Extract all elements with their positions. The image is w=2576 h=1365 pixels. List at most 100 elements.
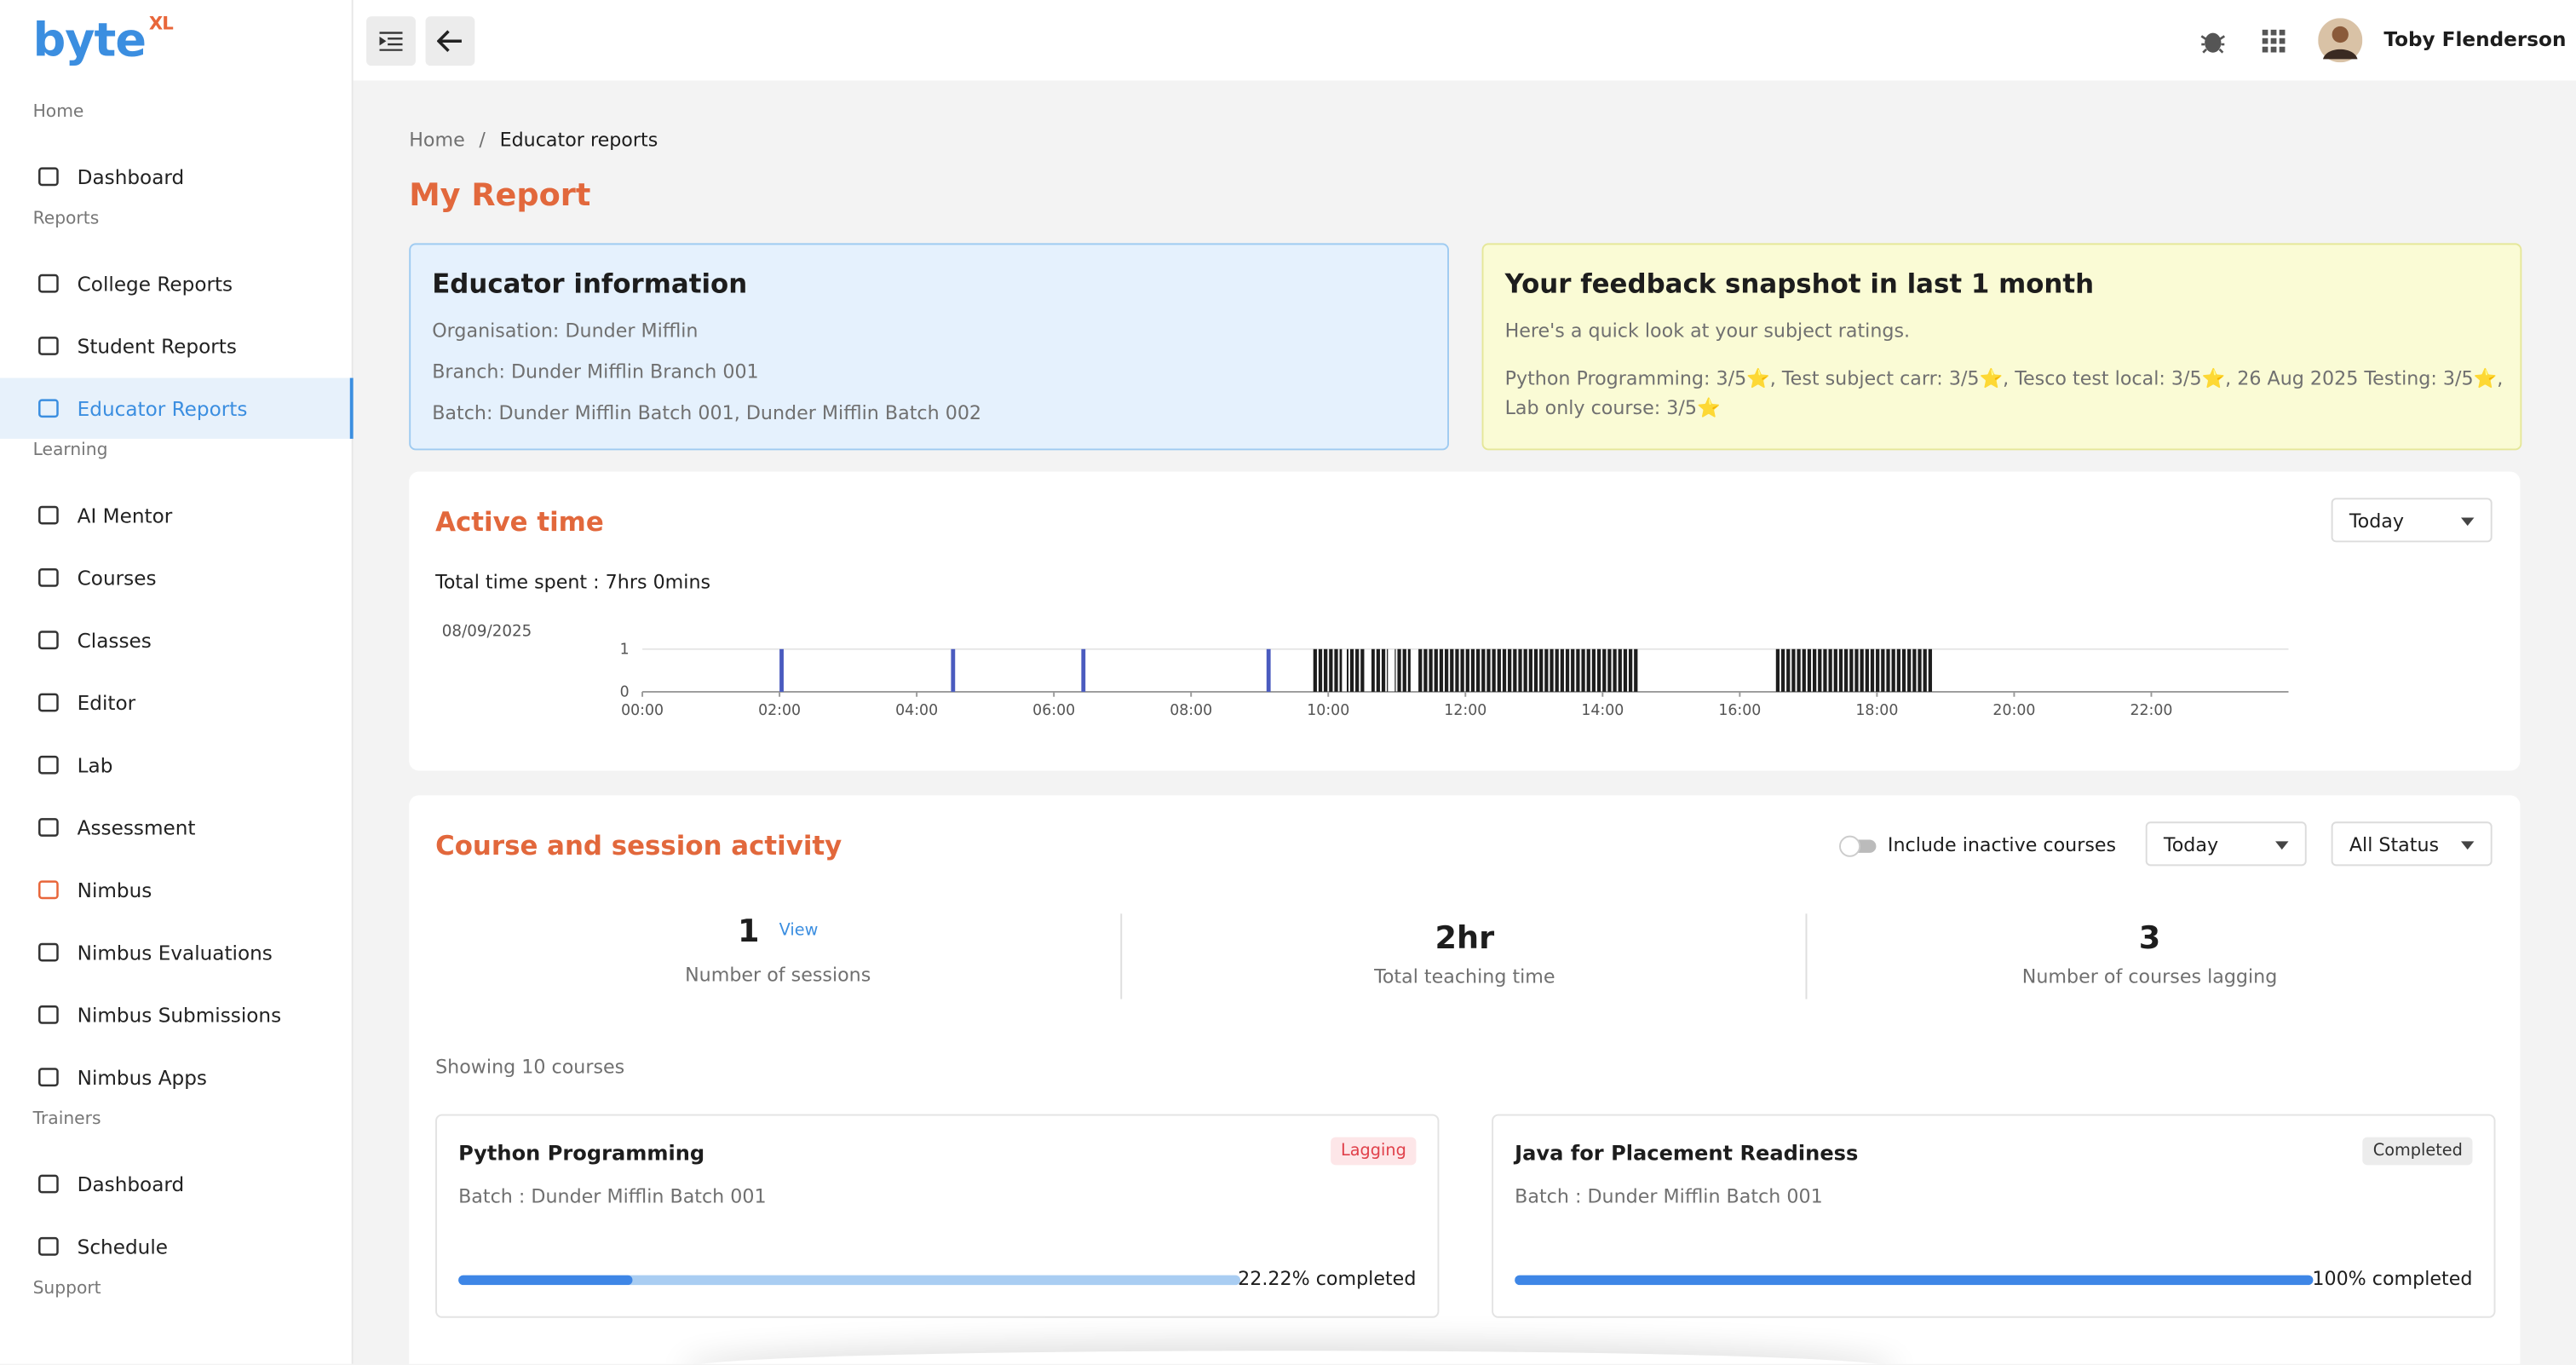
icon-shape bbox=[38, 755, 59, 775]
card-title: Educator information bbox=[432, 268, 748, 299]
x-tick-label: 20:00 bbox=[1992, 702, 2035, 719]
nav-label: Schedule bbox=[77, 1235, 169, 1258]
icon bbox=[436, 30, 462, 53]
nav-label: Nimbus bbox=[77, 878, 152, 901]
activity-bar bbox=[779, 648, 784, 692]
user-name[interactable]: Toby Flenderson bbox=[2383, 27, 2567, 51]
status-badge: Completed bbox=[2363, 1137, 2473, 1166]
stat: 2hr Total teaching time bbox=[1120, 913, 1807, 999]
icon-shape bbox=[38, 693, 59, 712]
nav-item[interactable]: Editor bbox=[0, 672, 352, 733]
nav-label: Dashboard bbox=[77, 164, 185, 188]
nav-icon bbox=[38, 1174, 59, 1194]
icon-shape bbox=[38, 942, 59, 962]
nav-label: Lab bbox=[77, 753, 113, 777]
toggle[interactable] bbox=[1838, 835, 1877, 858]
chart-date: 08/09/2025 bbox=[442, 622, 532, 640]
course-card[interactable]: Python Programming Lagging Batch : Dunder … bbox=[435, 1114, 1440, 1318]
nav-label: Nimbus Apps bbox=[77, 1065, 207, 1089]
bug-icon[interactable] bbox=[2199, 26, 2226, 55]
icon-shape bbox=[38, 167, 59, 187]
activity-bar bbox=[1417, 648, 1639, 692]
nav-item[interactable]: Courses bbox=[0, 547, 352, 608]
logo-sup: XL bbox=[148, 13, 174, 35]
nav-icon bbox=[38, 567, 59, 587]
nav-icon bbox=[38, 818, 59, 837]
section-title: Trainers bbox=[32, 1109, 101, 1129]
course-batch: Batch : Dunder Mifflin Batch 001 bbox=[458, 1184, 767, 1208]
breadcrumb-home[interactable]: Home bbox=[409, 128, 465, 152]
period-select[interactable]: Today bbox=[2331, 498, 2493, 543]
back-button[interactable] bbox=[425, 16, 475, 66]
stat-label: Total teaching time bbox=[1374, 965, 1555, 988]
nav-label: Educator Reports bbox=[77, 396, 248, 420]
icon-shape bbox=[38, 1005, 59, 1024]
card-subtitle: Here's a quick look at your subject rati… bbox=[1504, 319, 1911, 343]
nav-item[interactable]: Nimbus bbox=[0, 860, 352, 920]
panel-title: Course and session activity bbox=[435, 829, 842, 861]
page-title: My Report bbox=[409, 177, 591, 214]
progress-fill bbox=[458, 1275, 633, 1286]
breadcrumb-separator: / bbox=[479, 128, 486, 152]
nav-item[interactable]: Nimbus Submissions bbox=[0, 984, 352, 1045]
activity-bar bbox=[1371, 648, 1389, 692]
stat-label: Number of courses lagging bbox=[2021, 965, 2278, 988]
stat-link[interactable]: View bbox=[779, 921, 819, 941]
logo[interactable]: byte XL bbox=[33, 13, 174, 67]
apps-icon[interactable] bbox=[2262, 29, 2286, 53]
period-select[interactable]: Today bbox=[2145, 821, 2307, 867]
breadcrumb-current: Educator reports bbox=[499, 128, 658, 152]
menu-toggle[interactable] bbox=[366, 16, 416, 66]
nav-item[interactable]: Student Reports bbox=[0, 315, 352, 376]
status-select[interactable]: All Status bbox=[2331, 821, 2493, 867]
nav-item[interactable]: Schedule bbox=[0, 1216, 352, 1276]
nav-icon bbox=[38, 399, 59, 418]
course-batch: Batch : Dunder Mifflin Batch 001 bbox=[1515, 1184, 1823, 1208]
progress-label: 22.22% completed bbox=[1238, 1266, 1417, 1290]
nav-label: Nimbus Evaluations bbox=[77, 941, 273, 965]
active-time-panel: Active time Today Total time spent : 7hr… bbox=[409, 471, 2521, 771]
nav-icon bbox=[38, 631, 59, 650]
activity-bar bbox=[1081, 648, 1086, 692]
nav-item[interactable]: Nimbus Apps bbox=[0, 1046, 352, 1107]
nav-label: Assessment bbox=[77, 815, 196, 839]
x-tick-label: 16:00 bbox=[1718, 702, 1761, 719]
x-tick-label: 18:00 bbox=[1855, 702, 1898, 719]
nav-icon bbox=[38, 274, 59, 293]
sidebar: byte XL Home Dashboard Reports College Repor… bbox=[0, 0, 354, 1364]
breadcrumb: Home / Educator reports bbox=[409, 128, 658, 151]
activity-chart: 08/09/2025 0 1 00:00 02:00 04:00 06:00 08:00 10:… bbox=[442, 622, 2289, 719]
nav-item[interactable]: Classes bbox=[0, 609, 352, 670]
icon-shape bbox=[38, 1068, 59, 1087]
stat: 1 View Number of sessions bbox=[435, 913, 1120, 999]
activity-bar bbox=[1346, 648, 1365, 692]
nav-item[interactable]: AI Mentor bbox=[0, 485, 352, 545]
nav-item[interactable]: Dashboard bbox=[0, 1154, 352, 1214]
stat-label: Number of sessions bbox=[685, 963, 871, 987]
x-tick-label: 22:00 bbox=[2130, 702, 2172, 719]
course-list: Python Programming Lagging Batch : Dunder … bbox=[435, 1114, 2496, 1318]
nav-item[interactable]: Assessment bbox=[0, 797, 352, 857]
toggle-label[interactable]: Include inactive courses bbox=[1887, 832, 2117, 856]
icon-shape bbox=[38, 337, 59, 355]
progress-track bbox=[458, 1275, 1241, 1286]
stat-value-row: 3 bbox=[1807, 920, 2492, 956]
nav-item[interactable]: Dashboard bbox=[0, 147, 352, 207]
nav-item[interactable]: Nimbus Evaluations bbox=[0, 922, 352, 982]
nav-item[interactable]: College Reports bbox=[0, 253, 352, 314]
section-title: Reports bbox=[32, 208, 100, 229]
section-title: Learning bbox=[32, 440, 108, 460]
activity-bar bbox=[1775, 648, 1933, 692]
nav-icon bbox=[38, 167, 59, 187]
avatar[interactable] bbox=[2318, 18, 2363, 63]
nav-item[interactable]: Educator Reports bbox=[0, 377, 354, 439]
course-card[interactable]: Java for Placement Readiness Completed Bat… bbox=[1492, 1114, 2496, 1318]
nav-item[interactable]: Lab bbox=[0, 734, 352, 795]
nav-icon bbox=[38, 1236, 59, 1256]
icon-shape bbox=[38, 505, 59, 525]
icon-shape bbox=[38, 1236, 59, 1256]
x-tick-label: 08:00 bbox=[1170, 702, 1212, 719]
nav-label: Editor bbox=[77, 690, 136, 714]
